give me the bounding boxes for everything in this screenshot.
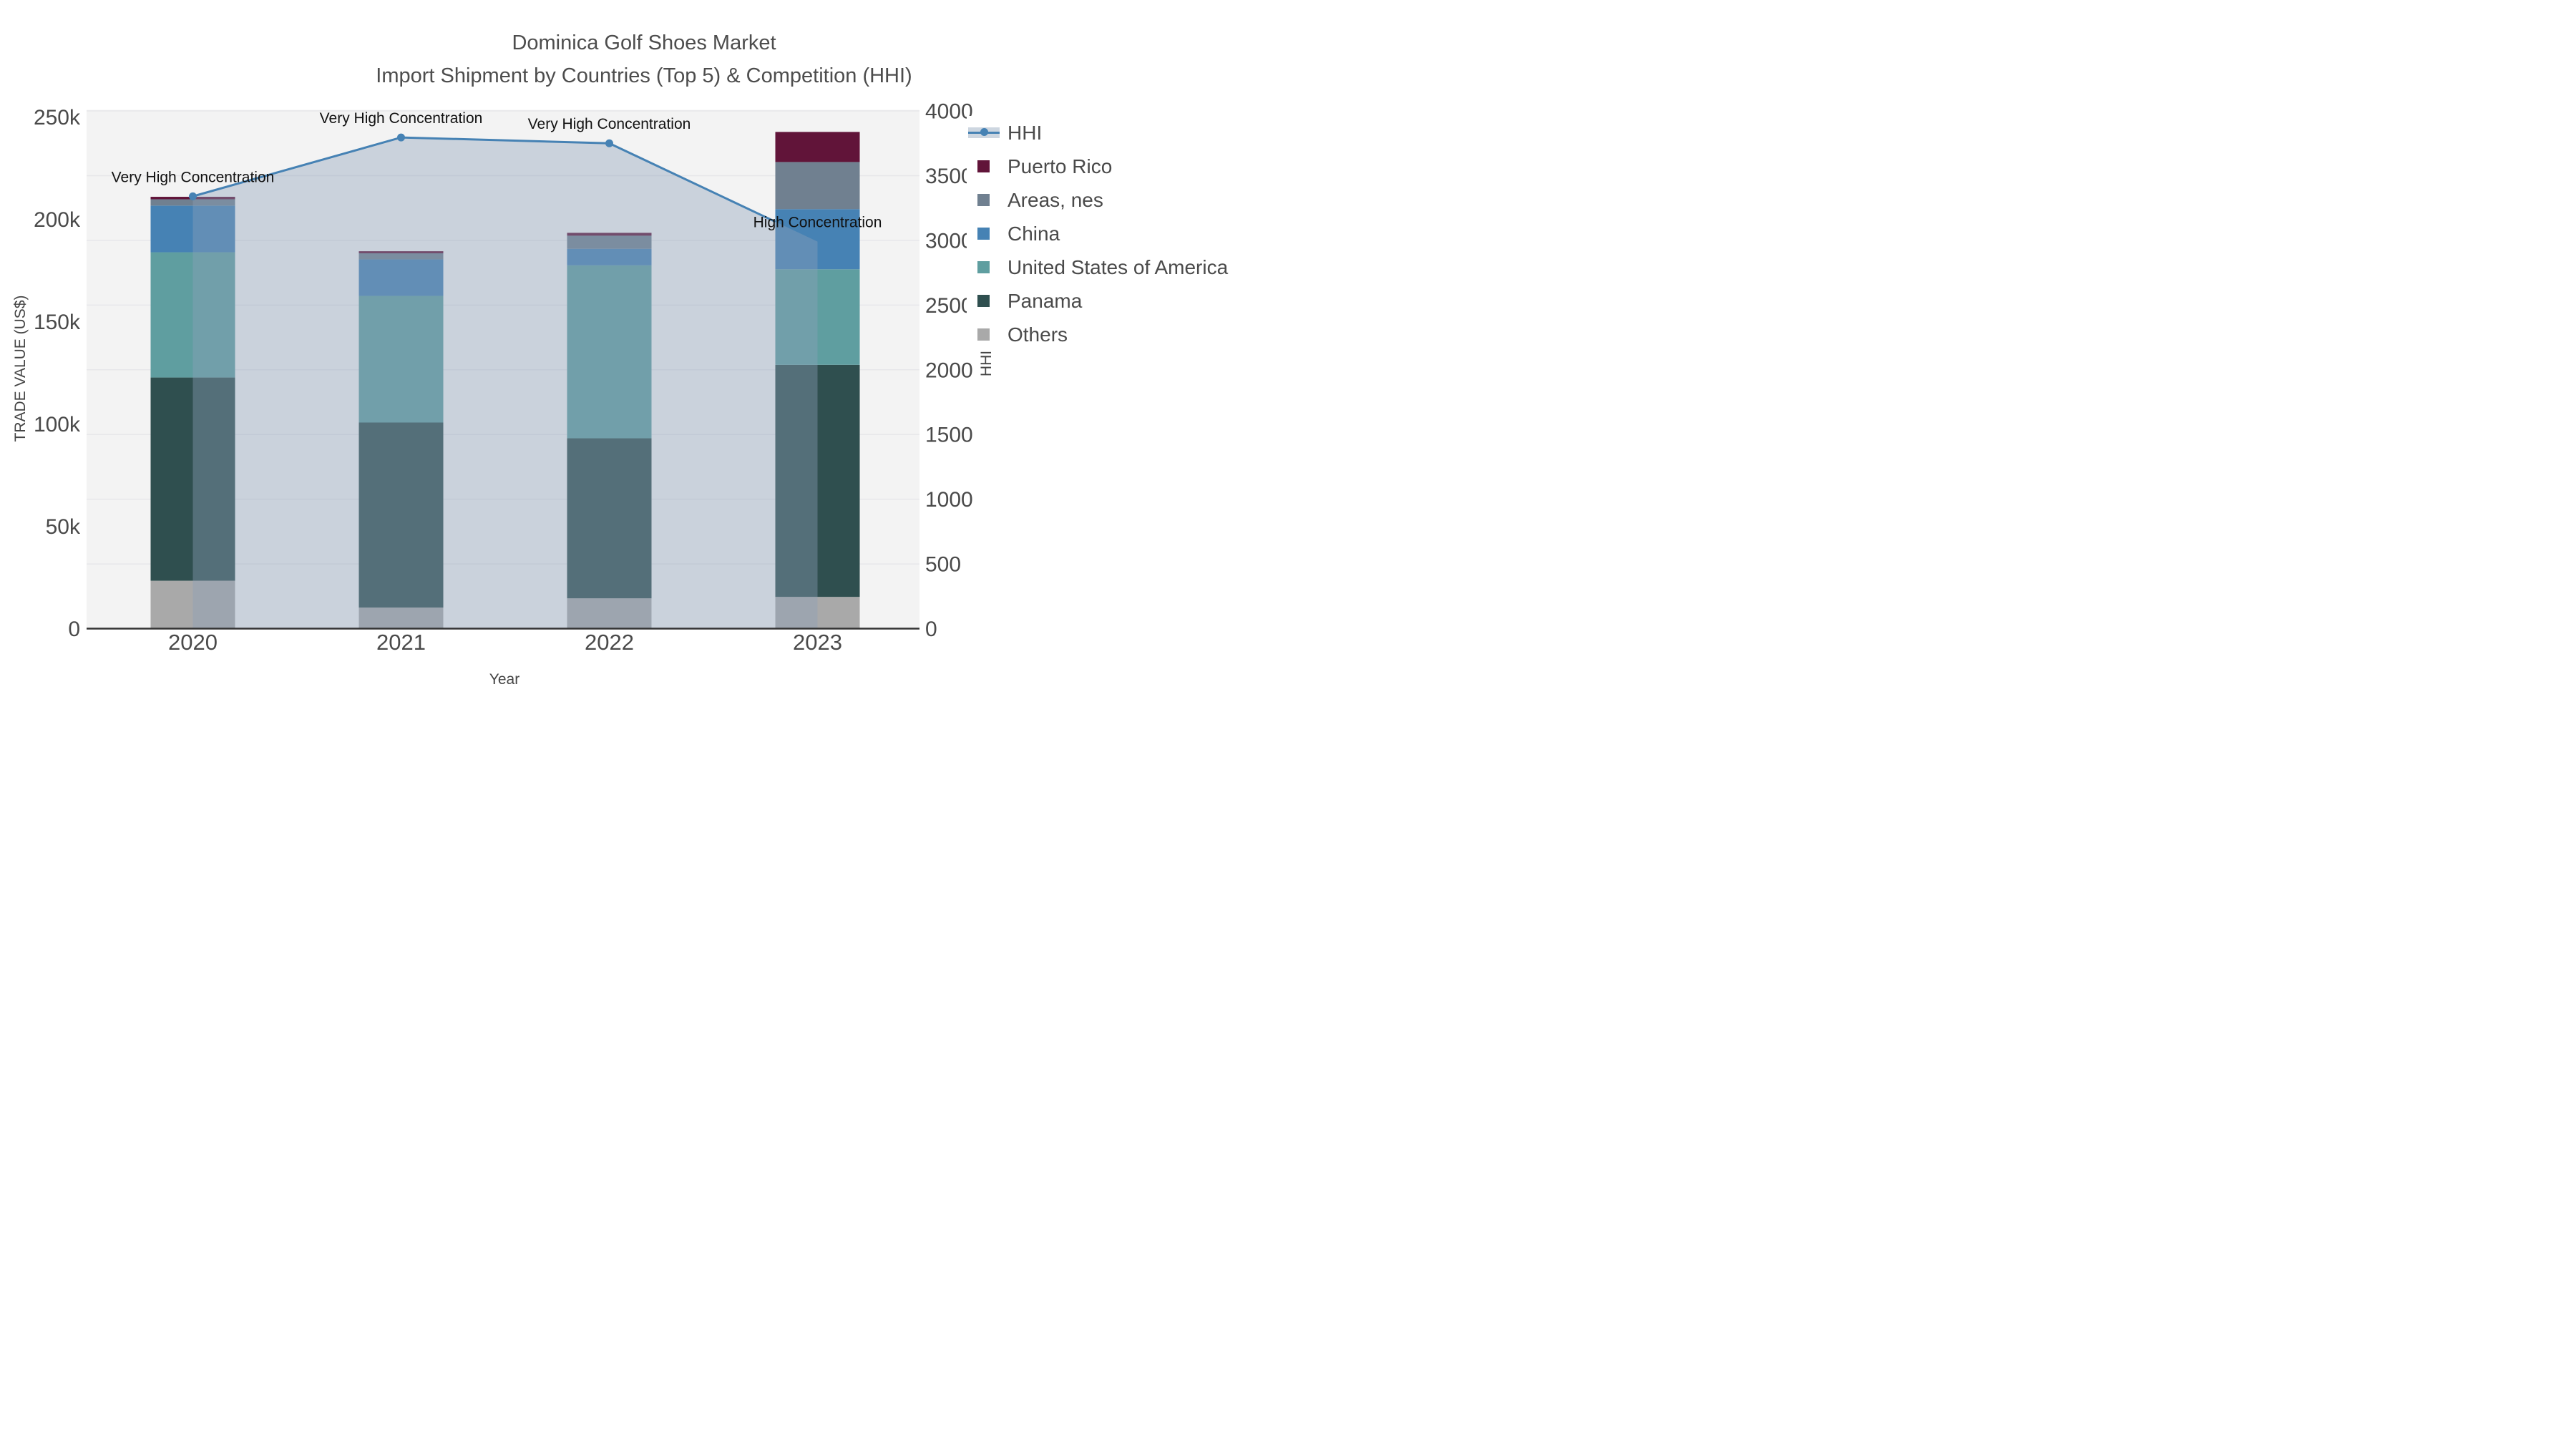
bar-segment-2021-others — [358, 608, 444, 629]
x-tick-2021: 2021 — [376, 630, 426, 655]
annotation-2023: High Concentration — [753, 215, 882, 231]
y-right-tick-1500: 1500 — [925, 424, 973, 447]
y-right-tick-4000: 4000 — [925, 100, 973, 124]
legend-item-puerto-rico[interactable]: Puerto Rico — [967, 150, 1228, 183]
legend-item-label: Others — [1008, 323, 1068, 346]
y-left-tick-150k: 150k — [34, 311, 81, 334]
bar-segment-2023-china — [775, 209, 860, 270]
y-right-tick-500: 500 — [925, 553, 961, 577]
bar-segment-2020-areas-nes — [150, 199, 235, 206]
bar-segment-2020-united-states-of-america — [150, 252, 235, 378]
legend-swatch-icon — [977, 328, 990, 341]
legend-item-united-states-of-america[interactable]: United States of America — [967, 250, 1228, 284]
chart-subtitle: Import Shipment by Countries (Top 5) & C… — [376, 64, 912, 87]
y-left-tick-200k: 200k — [34, 208, 81, 232]
legend-swatch-icon — [977, 261, 990, 273]
y-left-tick-0: 0 — [68, 618, 80, 641]
legend-item-label: Panama — [1008, 289, 1083, 312]
bar-segment-2022-panama — [567, 438, 652, 599]
left-axis-title: TRADE VALUE (US$) — [12, 295, 29, 442]
x-tick-2022: 2022 — [585, 630, 634, 655]
chart-title: Dominica Golf Shoes Market — [512, 31, 776, 54]
bar-segment-2022-united-states-of-america — [567, 265, 652, 439]
y-right-tick-0: 0 — [925, 618, 937, 641]
legend-swatch-icon — [977, 228, 990, 240]
annotation-2021: Very High Concentration — [320, 110, 483, 127]
legend-item-label: United States of America — [1008, 255, 1229, 278]
legend-swatch-icon — [977, 194, 990, 206]
hhi-line-swatch-icon — [968, 127, 1000, 138]
y-left-tick-50k: 50k — [46, 515, 81, 539]
legend-item-hhi[interactable]: HHI — [967, 116, 1228, 150]
bar-segment-2020-china — [150, 205, 235, 253]
y-left-tick-100k: 100k — [34, 413, 81, 436]
bar-segment-2021-panama — [358, 422, 444, 608]
bar-segment-2021-china — [358, 259, 444, 296]
bar-segment-2022-areas-nes — [567, 235, 652, 249]
hhi-area-fill — [192, 137, 818, 629]
bar-segment-2021-puerto-rico — [358, 251, 444, 253]
x-axis-title: Year — [489, 671, 520, 688]
plot-area: Very High Concentration Very High Concent… — [34, 100, 973, 655]
legend-item-label: Puerto Rico — [1008, 155, 1113, 177]
bar-segment-2023-united-states-of-america — [775, 269, 860, 365]
legend: HHI Puerto Rico Areas, nes China United Stat… — [967, 116, 1229, 351]
bar-segment-2021-areas-nes — [358, 253, 444, 260]
bar-segment-2021-united-states-of-america — [358, 296, 444, 423]
y-right-tick-3000: 3000 — [925, 229, 973, 253]
x-tick-2023: 2023 — [793, 630, 842, 655]
bar-segment-2023-others — [775, 597, 860, 629]
y-left-tick-250k: 250k — [34, 106, 81, 130]
hhi-marker-2021[interactable] — [397, 133, 405, 142]
y-right-tick-2000: 2000 — [925, 358, 973, 382]
legend-item-label: China — [1008, 222, 1060, 245]
legend-item-label: Areas, nes — [1008, 188, 1103, 211]
bar-segment-2023-puerto-rico — [775, 132, 860, 162]
figure: Dominica Golf Shoes Market Import Shipme… — [0, 0, 1288, 725]
legend-item-label: HHI — [1008, 121, 1043, 144]
y-right-tick-2500: 2500 — [925, 294, 973, 318]
legend-item-others[interactable]: Others — [967, 318, 1228, 351]
hhi-marker-2020[interactable] — [189, 192, 197, 200]
right-axis-title: HHI — [978, 350, 995, 377]
bar-segment-2020-others — [150, 580, 235, 629]
bar-segment-2023-panama — [775, 364, 860, 597]
hhi-line — [192, 136, 776, 223]
bar-segment-2023-areas-nes — [775, 162, 860, 210]
bar-segment-2020-panama — [150, 377, 235, 581]
legend-swatch-icon — [977, 160, 990, 172]
annotation-2020: Very High Concentration — [112, 169, 275, 185]
legend-item-areas-nes[interactable]: Areas, nes — [967, 183, 1228, 217]
bar-segment-2022-others — [567, 598, 652, 629]
hhi-marker-2022[interactable] — [605, 139, 613, 147]
annotation-2022: Very High Concentration — [528, 116, 691, 132]
legend-item-panama[interactable]: Panama — [967, 284, 1228, 318]
legend-swatch-icon — [977, 295, 990, 307]
x-tick-2020: 2020 — [168, 630, 218, 655]
y-right-tick-1000: 1000 — [925, 488, 973, 512]
legend-item-china[interactable]: China — [967, 217, 1228, 250]
bar-segment-2022-china — [567, 248, 652, 265]
bar-segment-2022-puerto-rico — [567, 233, 652, 236]
y-right-tick-3500: 3500 — [925, 165, 973, 188]
